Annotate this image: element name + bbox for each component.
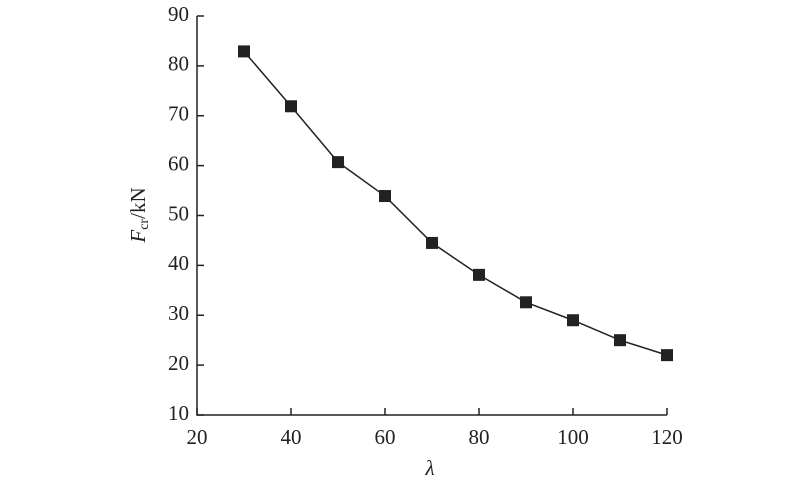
x-tick-label: 40 <box>281 425 302 449</box>
marker <box>520 296 532 309</box>
y-tick-label: 60 <box>168 151 189 175</box>
marker <box>332 156 344 169</box>
y-tick-label: 50 <box>168 201 189 225</box>
y-tick-label: 80 <box>168 52 189 76</box>
y-tick-label: 30 <box>168 301 189 325</box>
marker <box>379 190 391 203</box>
x-tick-label: 100 <box>557 425 589 449</box>
y-tick-label: 20 <box>168 351 189 375</box>
marker <box>238 45 250 58</box>
axes <box>196 16 667 416</box>
x-tick-label: 60 <box>375 425 396 449</box>
x-tick-label: 80 <box>469 425 490 449</box>
y-label-unit: /kN <box>126 187 150 219</box>
marker <box>285 100 297 113</box>
x-tick-label: 120 <box>651 425 683 449</box>
marker <box>661 349 673 362</box>
x-axis-label: λ <box>424 456 434 480</box>
y-tick-label: 10 <box>168 401 189 425</box>
marker <box>426 236 438 249</box>
marker <box>614 334 626 347</box>
y-tick-label: 40 <box>168 251 189 275</box>
y-label-symbol: F <box>126 230 150 244</box>
series-line <box>243 50 668 356</box>
x-tick-label: 20 <box>187 425 208 449</box>
marker <box>473 268 485 281</box>
y-tick-label: 70 <box>168 102 189 126</box>
marker <box>567 314 579 327</box>
y-axis-label: Fcr/kN <box>126 187 152 243</box>
y-label-subscript: cr <box>137 219 152 230</box>
y-tick-label: 90 <box>168 2 189 26</box>
